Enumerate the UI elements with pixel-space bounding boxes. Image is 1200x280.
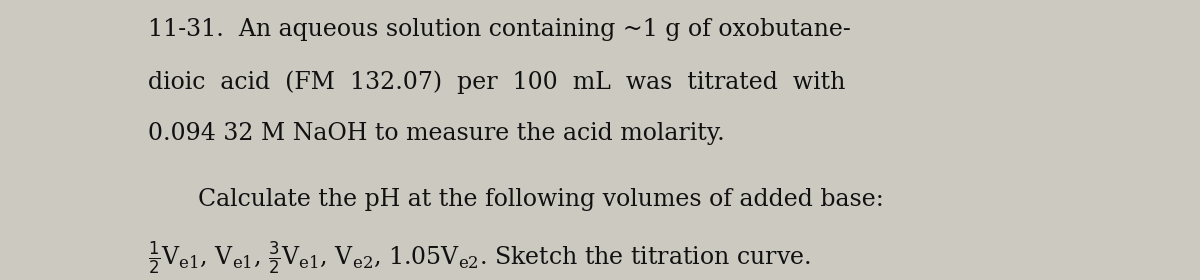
Text: 11-31.  An aqueous solution containing ~1 g of oxobutane-: 11-31. An aqueous solution containing ~1… (148, 18, 851, 41)
Text: $\frac{1}{2}$V$_{\mathregular{e1}}$, V$_{\mathregular{e1}}$, $\frac{3}{2}$V$_{\m: $\frac{1}{2}$V$_{\mathregular{e1}}$, V$_… (148, 240, 811, 277)
Text: dioic  acid  (FM  132.07)  per  100  mL  was  titrated  with: dioic acid (FM 132.07) per 100 mL was ti… (148, 70, 845, 94)
Text: Calculate the pH at the following volumes of added base:: Calculate the pH at the following volume… (198, 188, 883, 211)
Text: 0.094 32 M NaOH to measure the acid molarity.: 0.094 32 M NaOH to measure the acid mola… (148, 122, 725, 145)
